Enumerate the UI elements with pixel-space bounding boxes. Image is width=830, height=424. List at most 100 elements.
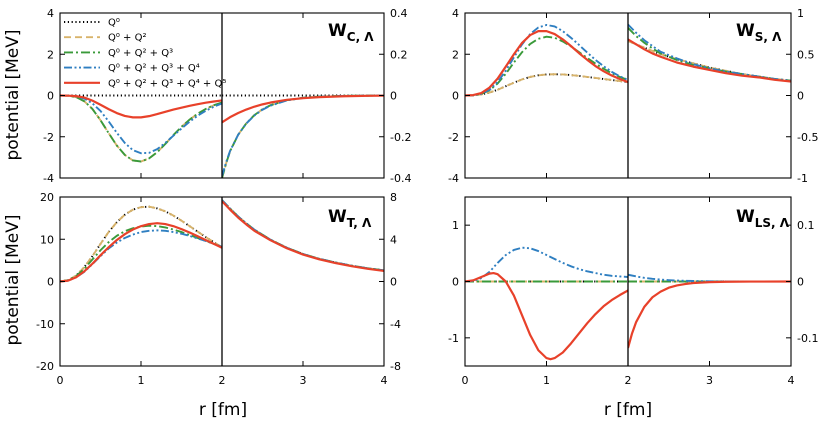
x-tick-label: 2 — [219, 374, 226, 387]
y-tick-label-right: 0.1 — [797, 219, 815, 232]
panel-title: WT, Λ — [328, 207, 372, 230]
left-plot-area — [465, 24, 628, 97]
panel-title-subscript: C, Λ — [347, 30, 375, 44]
legend-label: Q⁰ + Q² + Q³ — [108, 48, 173, 59]
y-tick-label-left: 1 — [452, 219, 459, 232]
y-tick-label-right: 1 — [797, 7, 804, 20]
legend-label: Q⁰ + Q² + Q³ + Q⁴ + Q⁵ — [108, 78, 226, 89]
series-right-2 — [222, 199, 384, 272]
y-tick-label-right: -1 — [797, 172, 808, 185]
x-tick-label: 3 — [300, 374, 307, 387]
panel-title-subscript: T, Λ — [347, 216, 372, 230]
x-tick-label: 2 — [625, 374, 632, 387]
y-tick-label-left: 2 — [47, 48, 54, 61]
y-tick-label-right: -0.1 — [797, 332, 818, 345]
series-left-2 — [465, 35, 628, 97]
y-tick-label-right: -0.5 — [797, 131, 818, 144]
series-right-1 — [222, 94, 384, 178]
series-left-3 — [60, 94, 222, 155]
x-tick-label: 1 — [543, 374, 550, 387]
series-left-2 — [60, 94, 222, 163]
y-tick-label-right: -0.2 — [390, 131, 411, 144]
right-plot-area — [222, 199, 384, 273]
series-right-3 — [222, 94, 384, 177]
panel-0: -4 -2 0 2 4 -0.4 -0.2 0 0.2 0.4 WC, Λ — [43, 7, 411, 185]
panel-3: -1 0 1 0 1 2 -0.1 0 0.1 3 4 WLS, Λ — [448, 196, 818, 387]
series-right-2 — [222, 94, 384, 178]
left-plot-area — [60, 94, 222, 163]
series-left-4 — [465, 271, 628, 361]
y-tick-label-left: -20 — [36, 360, 54, 373]
y-tick-label-left: 0 — [452, 90, 459, 103]
right-plot-area — [628, 273, 791, 349]
legend-label: Q⁰ + Q² + Q³ + Q⁴ — [108, 63, 200, 74]
series-right-3 — [222, 199, 384, 272]
panel-title: WLS, Λ — [736, 207, 790, 230]
panel-title: WS, Λ — [736, 21, 782, 44]
y-tick-label-right: 0 — [390, 276, 397, 289]
series-left-3 — [465, 24, 628, 97]
y-tick-label-left: -2 — [43, 131, 54, 144]
right-plot-area — [222, 94, 384, 178]
series-left-1 — [60, 205, 222, 283]
legend-label: Q⁰ — [108, 18, 120, 29]
y-tick-label-left: 0 — [452, 276, 459, 289]
y-tick-label-left: -1 — [448, 332, 459, 345]
y-tick-label-left: 20 — [40, 191, 54, 204]
y-tick-label-left: -4 — [448, 172, 459, 185]
panel-title-subscript: S, Λ — [755, 30, 782, 44]
y-tick-label-left: -2 — [448, 131, 459, 144]
y-tick-label-right: -0.4 — [390, 172, 411, 185]
legend-label: Q⁰ + Q² — [108, 33, 147, 44]
series-left-1 — [465, 73, 628, 97]
series-right-4 — [628, 280, 791, 349]
x-tick-label: 3 — [706, 374, 713, 387]
series-left-3 — [465, 246, 628, 283]
series-left-4 — [60, 94, 222, 119]
x-axis-title-right: r [fm] — [604, 400, 652, 420]
series-left-4 — [465, 30, 628, 97]
x-tick-label: 4 — [381, 374, 388, 387]
x-tick-label: 0 — [462, 374, 469, 387]
y-tick-label-right: 0 — [390, 90, 397, 103]
y-axis-title-bottom: potential [MeV] — [3, 214, 23, 345]
y-tick-label-left: 4 — [452, 7, 459, 20]
y-axis-title-top: potential [MeV] — [3, 29, 23, 160]
series-left-4 — [60, 222, 222, 283]
y-tick-label-left: 4 — [47, 7, 54, 20]
legend: Q⁰ Q⁰ + Q² Q⁰ + Q² + Q³ Q⁰ + Q² + Q³ + Q⁴ Q⁰… — [64, 18, 226, 89]
series-right-4 — [628, 38, 791, 83]
series-right-4 — [222, 200, 384, 273]
y-tick-label-right: 8 — [390, 191, 397, 204]
panel-title-subscript: LS, Λ — [755, 216, 790, 230]
y-tick-label-right: 0.5 — [797, 48, 815, 61]
x-tick-label: 1 — [138, 374, 145, 387]
series-right-0 — [222, 199, 384, 272]
y-tick-label-left: 0 — [47, 90, 54, 103]
y-tick-label-left: 10 — [40, 233, 54, 246]
series-right-4 — [222, 94, 384, 124]
y-tick-label-right: 4 — [390, 233, 397, 246]
y-tick-label-right: -8 — [390, 360, 401, 373]
panel-2: -20 -10 0 10 20 0 1 2 -8 -4 0 4 8 3 4 WT, Λ — [36, 191, 401, 387]
series-right-0 — [628, 40, 791, 82]
x-tick-label: 0 — [57, 374, 64, 387]
y-tick-label-right: -4 — [390, 318, 401, 331]
right-plot-area — [628, 23, 791, 83]
y-tick-label-right: 0.2 — [390, 48, 408, 61]
y-tick-label-left: -4 — [43, 172, 54, 185]
y-tick-label-right: 0 — [797, 276, 804, 289]
x-axis-title-left: r [fm] — [199, 400, 247, 420]
y-tick-label-right: 0.4 — [390, 7, 408, 20]
y-tick-label-left: 0 — [47, 276, 54, 289]
panel-1: -4 -2 0 2 4 -1 -0.5 0 0.5 1 WS, Λ — [448, 7, 818, 185]
y-tick-label-right: 0 — [797, 90, 804, 103]
left-plot-area — [60, 205, 222, 283]
panel-title: WC, Λ — [328, 21, 374, 44]
left-plot-area — [465, 246, 628, 361]
y-tick-label-left: -10 — [36, 318, 54, 331]
x-tick-label: 4 — [788, 374, 795, 387]
series-left-2 — [60, 224, 222, 283]
